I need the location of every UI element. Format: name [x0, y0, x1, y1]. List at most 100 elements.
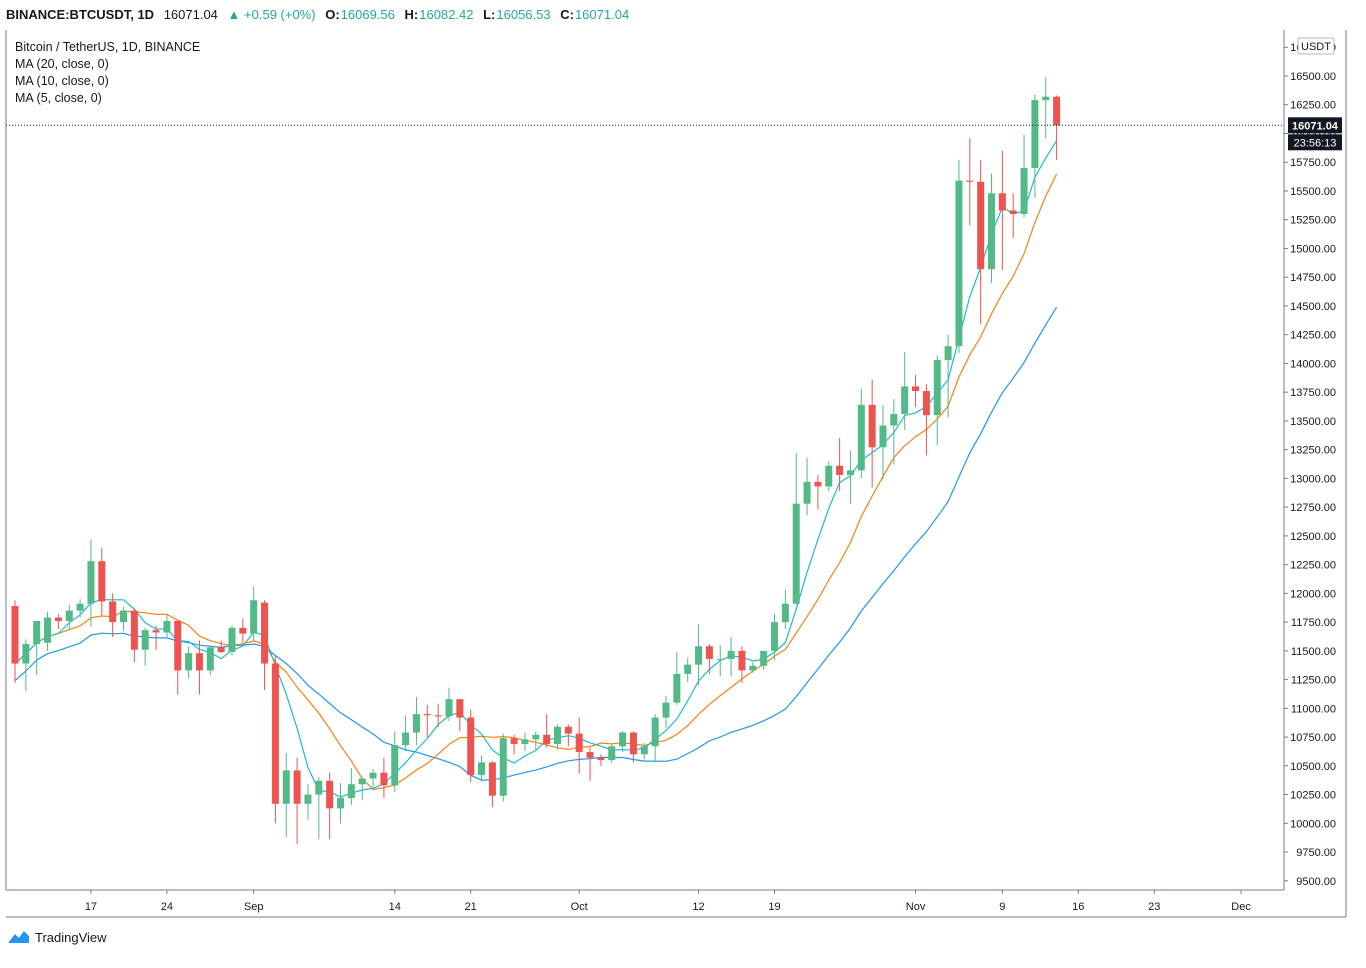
candle-up[interactable] — [499, 733, 507, 802]
candle-down[interactable] — [54, 614, 62, 630]
candle-down[interactable] — [488, 761, 496, 808]
candle-up[interactable] — [608, 743, 616, 763]
candle-up[interactable] — [933, 355, 941, 446]
candle-up[interactable] — [684, 657, 692, 682]
candle-down[interactable] — [629, 731, 637, 763]
candle-down[interactable] — [814, 474, 822, 510]
candle-down[interactable] — [239, 618, 247, 643]
candle-up[interactable] — [521, 732, 529, 751]
candle-up[interactable] — [803, 457, 811, 516]
candle-up[interactable] — [228, 625, 236, 656]
candle-down[interactable] — [868, 379, 876, 488]
candle-down[interactable] — [564, 724, 572, 747]
candle-up[interactable] — [185, 646, 193, 679]
legend-ma5[interactable]: MA (5, close, 0) — [15, 91, 102, 105]
candle-up[interactable] — [206, 645, 214, 675]
currency-badge-label[interactable]: USDT — [1301, 41, 1331, 53]
candle-up[interactable] — [955, 159, 963, 354]
candle-down[interactable] — [575, 717, 583, 774]
candle-down[interactable] — [586, 747, 594, 781]
candle-up[interactable] — [662, 695, 670, 728]
candle-down[interactable] — [836, 438, 844, 492]
candle-up[interactable] — [944, 334, 952, 418]
candle-up[interactable] — [76, 599, 84, 618]
candle-down[interactable] — [217, 640, 225, 654]
candle-up[interactable] — [1020, 134, 1028, 218]
candle-down[interactable] — [174, 619, 182, 695]
candle-up[interactable] — [781, 589, 789, 630]
candle-up[interactable] — [44, 611, 52, 651]
candle-up[interactable] — [901, 351, 909, 431]
candle-up[interactable] — [347, 768, 355, 805]
candle-up[interactable] — [727, 637, 735, 677]
candle-up[interactable] — [391, 731, 399, 793]
candle-down[interactable] — [998, 150, 1006, 271]
candle-up[interactable] — [846, 450, 854, 504]
candle-up[interactable] — [532, 731, 540, 751]
candle-down[interactable] — [977, 159, 985, 325]
candle-up[interactable] — [163, 614, 171, 638]
candle-down[interactable] — [326, 772, 334, 840]
candle-down[interactable] — [261, 600, 269, 690]
candle-up[interactable] — [282, 753, 290, 838]
candle-up[interactable] — [120, 607, 127, 632]
candle-up[interactable] — [358, 778, 366, 801]
candle-down[interactable] — [11, 600, 19, 684]
candle-down[interactable] — [597, 754, 605, 766]
candle-up[interactable] — [857, 388, 865, 479]
candle-up[interactable] — [141, 627, 149, 666]
currency-badge[interactable] — [1297, 37, 1335, 55]
candle-up[interactable] — [771, 614, 778, 661]
candle-down[interactable] — [434, 703, 442, 727]
candle-up[interactable] — [445, 687, 453, 721]
candle-up[interactable] — [369, 769, 377, 788]
candle-up[interactable] — [716, 645, 724, 677]
candle-up[interactable] — [760, 650, 768, 670]
candle-up[interactable] — [304, 784, 312, 820]
symbol-name[interactable]: BINANCE:BTCUSDT, 1D — [6, 7, 155, 22]
candle-down[interactable] — [293, 757, 301, 845]
candle-up[interactable] — [22, 639, 30, 692]
candle-down[interactable] — [966, 138, 974, 226]
legend-ma20[interactable]: MA (20, close, 0) — [15, 57, 109, 71]
candle-down[interactable] — [271, 655, 279, 824]
candle-up[interactable] — [695, 624, 703, 686]
candle-down[interactable] — [98, 547, 106, 616]
candle-down[interactable] — [1009, 193, 1017, 239]
candle-down[interactable] — [1053, 95, 1061, 160]
candle-up[interactable] — [337, 783, 344, 824]
candle-up[interactable] — [250, 586, 258, 641]
candle-down[interactable] — [380, 757, 388, 799]
candle-up[interactable] — [65, 604, 73, 631]
candle-up[interactable] — [651, 714, 659, 763]
price-chart[interactable]: 9500.00 9750.00 10000.00 10250.00 10500.00 10… — [0, 0, 1366, 920]
candle-down[interactable] — [912, 374, 920, 408]
candle-up[interactable] — [1042, 77, 1050, 139]
candle-down[interactable] — [152, 625, 160, 650]
candle-up[interactable] — [988, 173, 995, 283]
candle-down[interactable] — [738, 646, 746, 684]
candle-down[interactable] — [922, 384, 930, 456]
candle-up[interactable] — [749, 662, 757, 673]
candle-up[interactable] — [315, 777, 323, 840]
candle-up[interactable] — [412, 696, 420, 746]
candle-down[interactable] — [130, 608, 138, 663]
candle-up[interactable] — [792, 453, 800, 605]
candle-up[interactable] — [825, 461, 833, 492]
candle-up[interactable] — [890, 399, 898, 465]
candle-up[interactable] — [554, 724, 561, 750]
candle-up[interactable] — [619, 731, 627, 753]
candle-up[interactable] — [1031, 94, 1039, 198]
candle-up[interactable] — [640, 742, 648, 759]
candle-down[interactable] — [195, 640, 203, 695]
candle-down[interactable] — [510, 734, 518, 755]
candle-up[interactable] — [478, 755, 486, 782]
candle-down[interactable] — [456, 699, 464, 732]
candle-down[interactable] — [423, 704, 431, 738]
legend-title[interactable]: Bitcoin / TetherUS, 1D, BINANCE — [15, 40, 201, 54]
candle-up[interactable] — [402, 715, 410, 751]
candle-up[interactable] — [879, 404, 887, 480]
candle-up[interactable] — [673, 652, 681, 705]
legend-ma10[interactable]: MA (10, close, 0) — [15, 74, 109, 88]
tradingview-footer[interactable]: TradingView — [8, 926, 107, 948]
